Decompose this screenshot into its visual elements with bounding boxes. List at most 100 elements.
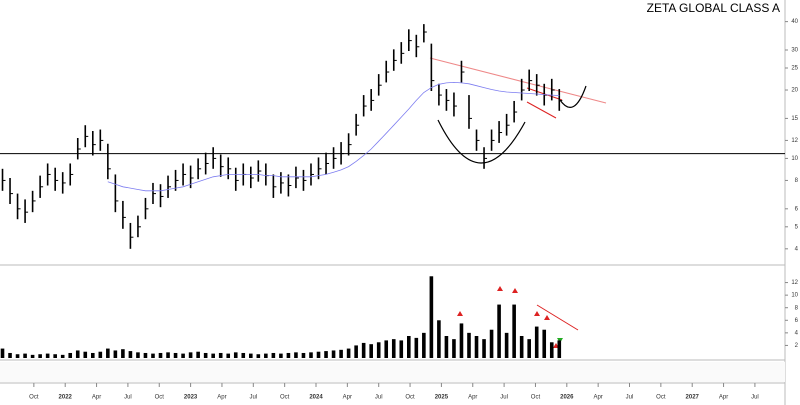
volume-bar	[98, 351, 103, 358]
volume-bar	[158, 352, 163, 358]
x-tick-label: Jul	[249, 395, 257, 401]
volume-bar	[128, 351, 133, 358]
volume-bar	[459, 323, 464, 358]
volume-bar	[467, 332, 471, 358]
x-tick-label: Jul	[124, 395, 132, 401]
volume-bar	[90, 352, 95, 358]
x-tick-label: Oct	[531, 395, 541, 401]
volume-bar	[504, 332, 509, 358]
volume-bar	[497, 304, 501, 358]
volume-bar	[233, 352, 238, 358]
volume-bar	[407, 336, 411, 358]
x-tick-label: Oct	[155, 395, 165, 401]
x-tick-label: 2027	[686, 395, 700, 401]
volume-bar	[248, 353, 253, 358]
volume-bar	[241, 352, 246, 358]
volume-bar	[482, 339, 486, 358]
volume-bar	[429, 276, 434, 358]
x-tick-label: Jul	[751, 395, 759, 401]
volume-bar	[30, 354, 35, 358]
volume-bar	[294, 352, 298, 358]
volume-bar	[331, 350, 336, 358]
y-tick-label: 5	[795, 224, 799, 230]
x-tick-label: 2024	[309, 395, 323, 401]
volume-tick-label: 10	[791, 293, 798, 299]
x-tick-label: Oct	[280, 395, 290, 401]
volume-bar	[384, 340, 389, 358]
x-tick-label: Jul	[626, 395, 634, 401]
volume-bar	[53, 354, 57, 358]
volume-bar	[369, 344, 373, 358]
volume-bar	[422, 332, 426, 358]
volume-bar	[271, 352, 276, 358]
volume-bar	[519, 336, 524, 358]
volume-bar	[264, 353, 268, 358]
x-tick-label: 2022	[59, 395, 73, 401]
volume-bar	[414, 337, 419, 358]
y-tick-label: 20	[791, 88, 798, 94]
x-tick-label: Apr	[593, 395, 602, 401]
y-tick-label: 10	[791, 156, 798, 162]
volume-bar	[437, 320, 441, 358]
volume-bar	[8, 352, 12, 358]
volume-bar	[121, 349, 125, 358]
volume-bar	[376, 342, 381, 358]
volume-bar	[143, 352, 148, 358]
volume-bar	[211, 353, 215, 358]
volume-bar	[218, 352, 223, 358]
volume-bar	[151, 353, 155, 358]
x-tick-label: Apr	[468, 395, 477, 401]
x-tick-label: Jul	[375, 395, 383, 401]
volume-bar	[83, 351, 88, 358]
volume-bar	[203, 352, 208, 358]
x-tick-label: Jul	[500, 395, 508, 401]
volume-bar	[324, 351, 328, 358]
y-tick-label: 25	[791, 66, 798, 72]
volume-bar	[15, 354, 20, 358]
volume-bar	[226, 353, 231, 358]
volume-bar	[444, 336, 449, 358]
volume-bar	[512, 304, 516, 358]
volume-bar	[549, 342, 554, 358]
x-tick-label: Oct	[29, 395, 39, 401]
volume-bar	[361, 342, 366, 358]
moving-average	[107, 81, 560, 192]
volume-bar	[316, 351, 321, 358]
x-tick-label: 2025	[435, 395, 449, 401]
y-tick-label: 4	[795, 246, 799, 252]
x-tick-label: 2023	[184, 395, 198, 401]
chart-title: ZETA GLOBAL CLASS A	[647, 1, 780, 15]
x-tick-label: Oct	[405, 395, 415, 401]
volume-bar	[75, 350, 80, 358]
volume-bar	[309, 352, 313, 358]
volume-trend-line	[536, 304, 579, 331]
handle-arc	[559, 85, 587, 108]
cup-arc	[437, 119, 526, 164]
volume-bar	[279, 353, 283, 358]
volume-bar	[166, 352, 170, 358]
volume-bar	[68, 352, 73, 358]
volume-bar	[474, 336, 479, 358]
volume-bar	[188, 352, 193, 358]
volume-bar	[181, 353, 185, 358]
volume-bar	[23, 353, 27, 358]
volume-bar	[527, 339, 531, 358]
volume-bar	[391, 339, 396, 358]
volume-bar	[45, 353, 50, 358]
volume-bar	[534, 326, 539, 358]
volume-tick-label: 4	[795, 330, 799, 336]
y-tick-label: 6	[795, 206, 799, 212]
volume-bar	[301, 352, 306, 358]
volume-bar	[196, 351, 200, 358]
volume-bar	[339, 349, 343, 358]
volume-bar	[0, 348, 5, 358]
volume-bar	[354, 345, 358, 358]
x-tick-label: Apr	[92, 395, 101, 401]
volume-bar	[136, 352, 140, 358]
volume-bar	[346, 348, 351, 358]
volume-bar	[489, 329, 494, 358]
y-tick-label: 40	[791, 19, 798, 25]
volume-tick-label: 6	[795, 318, 799, 324]
